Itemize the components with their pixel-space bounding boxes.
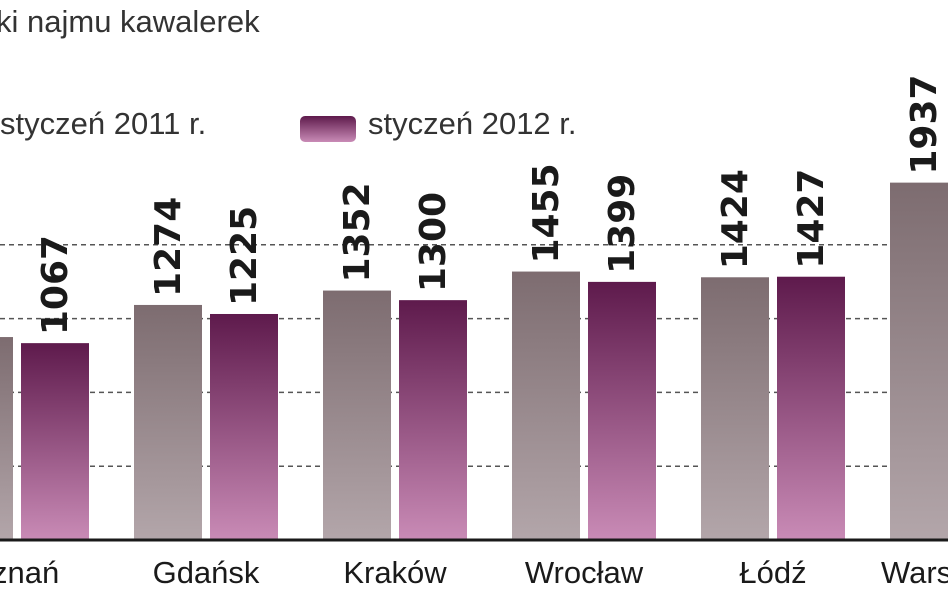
bar-2011 — [0, 337, 13, 540]
value-label: 1067 — [35, 235, 76, 335]
chart-title: ki najmu kawalerek — [0, 4, 260, 39]
legend-label-2011: styczeń 2011 r. — [0, 106, 207, 141]
value-label: 1399 — [602, 174, 643, 274]
bar-2011 — [134, 304, 202, 540]
bar-2012 — [777, 276, 845, 540]
category-label: oznań — [0, 555, 59, 590]
bars — [0, 182, 948, 540]
value-label: 1455 — [526, 163, 567, 263]
value-label: 1352 — [337, 182, 378, 282]
bar-2011 — [701, 277, 769, 540]
bar-2012 — [588, 281, 656, 540]
bar-2012 — [399, 300, 467, 540]
category-label: Wrocław — [525, 555, 644, 590]
legend-swatch-2012 — [300, 116, 356, 142]
value-label: 1424 — [715, 169, 756, 269]
category-label: Wars — [881, 555, 948, 590]
category-labels: oznań Gdańsk Kraków Wrocław Łódź Wars — [0, 555, 948, 590]
bar-2012 — [210, 313, 278, 540]
bar-2011 — [512, 271, 580, 540]
bar-2011 — [323, 290, 391, 540]
value-label: 1937 — [904, 74, 945, 174]
value-label: 1427 — [791, 169, 832, 269]
value-label: 1300 — [413, 192, 454, 292]
bar-2012 — [21, 343, 89, 540]
category-label: Łódź — [739, 555, 806, 590]
value-labels: 1274 1352 1455 1424 1937 1067 1225 1300 1399 1427 — [35, 74, 945, 335]
bar-2011 — [890, 182, 948, 540]
legend-label-2012: styczeń 2012 r. — [368, 106, 577, 141]
value-label: 1274 — [148, 197, 189, 297]
category-label: Gdańsk — [153, 555, 260, 590]
value-label: 1225 — [224, 206, 265, 306]
category-label: Kraków — [343, 555, 447, 590]
